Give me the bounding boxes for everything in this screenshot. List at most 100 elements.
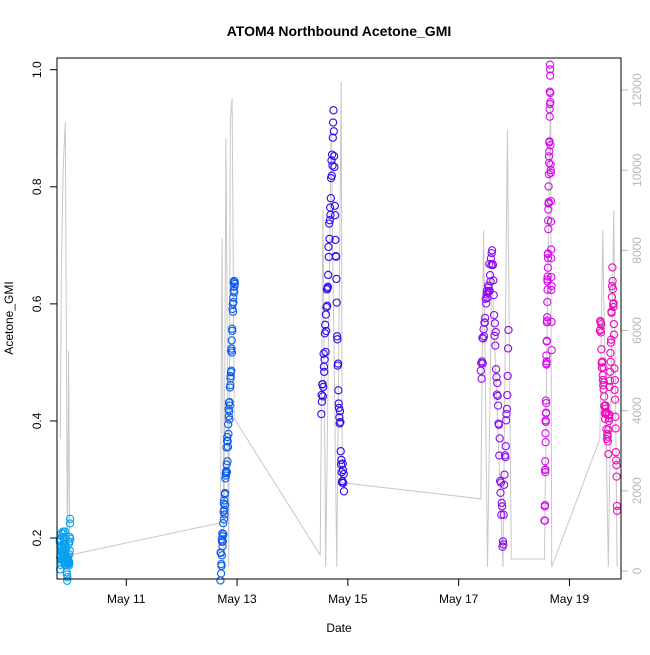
y-right-tick-label: 0 xyxy=(630,567,644,574)
data-point xyxy=(542,316,552,325)
data-point xyxy=(496,488,505,497)
data-point xyxy=(339,487,349,496)
data-points-layer xyxy=(55,60,622,585)
x-tick-label: May 15 xyxy=(328,592,368,606)
y-left-tick-label: 0.6 xyxy=(30,295,44,312)
data-point xyxy=(65,559,74,568)
data-point xyxy=(547,285,556,295)
data-point xyxy=(610,385,619,395)
data-point xyxy=(546,245,556,254)
data-point xyxy=(220,488,230,498)
data-point xyxy=(605,414,614,423)
data-point xyxy=(610,375,620,385)
data-point xyxy=(223,457,232,466)
data-point xyxy=(223,442,233,452)
data-point xyxy=(503,344,513,353)
data-point xyxy=(218,529,227,538)
altitude-trace-layer xyxy=(59,81,618,568)
data-point xyxy=(224,412,233,421)
x-axis-label: Date xyxy=(326,621,352,635)
data-point xyxy=(604,449,613,459)
data-point xyxy=(490,331,499,341)
data-point xyxy=(220,505,229,515)
y-axis-label: Acetone_GMI xyxy=(2,281,16,354)
y-left-tick-label: 0.4 xyxy=(30,412,44,429)
data-point xyxy=(542,351,551,360)
data-point xyxy=(545,65,555,74)
data-point xyxy=(603,437,613,446)
data-point xyxy=(541,465,550,474)
data-point xyxy=(478,359,487,368)
data-point xyxy=(225,415,234,424)
series-5 xyxy=(595,263,622,515)
data-point xyxy=(328,118,338,127)
data-point xyxy=(334,403,344,413)
data-point xyxy=(541,429,550,438)
data-point xyxy=(612,461,621,470)
data-point xyxy=(333,359,343,368)
data-point xyxy=(479,332,489,341)
data-point xyxy=(65,514,75,524)
data-point xyxy=(609,299,618,308)
data-point xyxy=(329,127,338,136)
data-point xyxy=(500,470,509,479)
data-point xyxy=(225,401,234,410)
data-point xyxy=(335,413,344,422)
data-point xyxy=(328,133,337,142)
data-point xyxy=(481,299,491,308)
data-point xyxy=(481,294,490,303)
data-point xyxy=(331,252,341,261)
data-point xyxy=(504,325,513,335)
data-point xyxy=(481,313,490,323)
data-point xyxy=(542,360,551,369)
data-point xyxy=(327,156,336,165)
data-point xyxy=(491,327,500,337)
data-point xyxy=(229,297,238,307)
data-point xyxy=(339,469,348,479)
data-point xyxy=(598,357,607,366)
data-point xyxy=(230,288,239,297)
series-4 xyxy=(540,60,556,525)
data-point xyxy=(606,357,615,366)
data-point xyxy=(611,448,621,457)
data-point xyxy=(338,459,347,468)
data-point xyxy=(544,170,554,179)
data-point xyxy=(501,416,511,425)
data-point xyxy=(542,398,551,408)
data-point xyxy=(336,417,345,427)
data-point xyxy=(317,409,326,419)
data-point xyxy=(541,468,550,477)
data-point xyxy=(330,201,339,211)
data-point xyxy=(546,217,556,226)
data-point xyxy=(493,391,502,401)
data-point xyxy=(321,347,330,357)
data-point xyxy=(225,398,234,407)
data-point xyxy=(219,530,228,539)
data-point xyxy=(321,320,330,329)
data-point xyxy=(489,290,498,300)
y-right-tick-label: 4000 xyxy=(630,397,644,424)
data-point xyxy=(608,276,617,286)
data-point xyxy=(492,373,501,382)
data-point xyxy=(497,510,506,519)
data-point xyxy=(601,404,610,413)
data-point xyxy=(219,499,228,508)
data-point xyxy=(224,429,233,439)
data-point xyxy=(609,302,618,312)
data-point xyxy=(597,345,606,354)
data-point xyxy=(495,451,504,460)
data-point xyxy=(65,519,75,528)
data-point xyxy=(339,478,348,488)
data-point xyxy=(228,326,237,336)
data-point xyxy=(488,260,498,270)
y-left-tick-label: 0.2 xyxy=(30,529,44,546)
data-point xyxy=(493,378,502,388)
data-point xyxy=(546,168,555,178)
data-point xyxy=(600,392,609,401)
data-point xyxy=(544,152,554,161)
data-point xyxy=(494,420,504,429)
data-point xyxy=(332,298,341,307)
data-point xyxy=(227,348,237,357)
